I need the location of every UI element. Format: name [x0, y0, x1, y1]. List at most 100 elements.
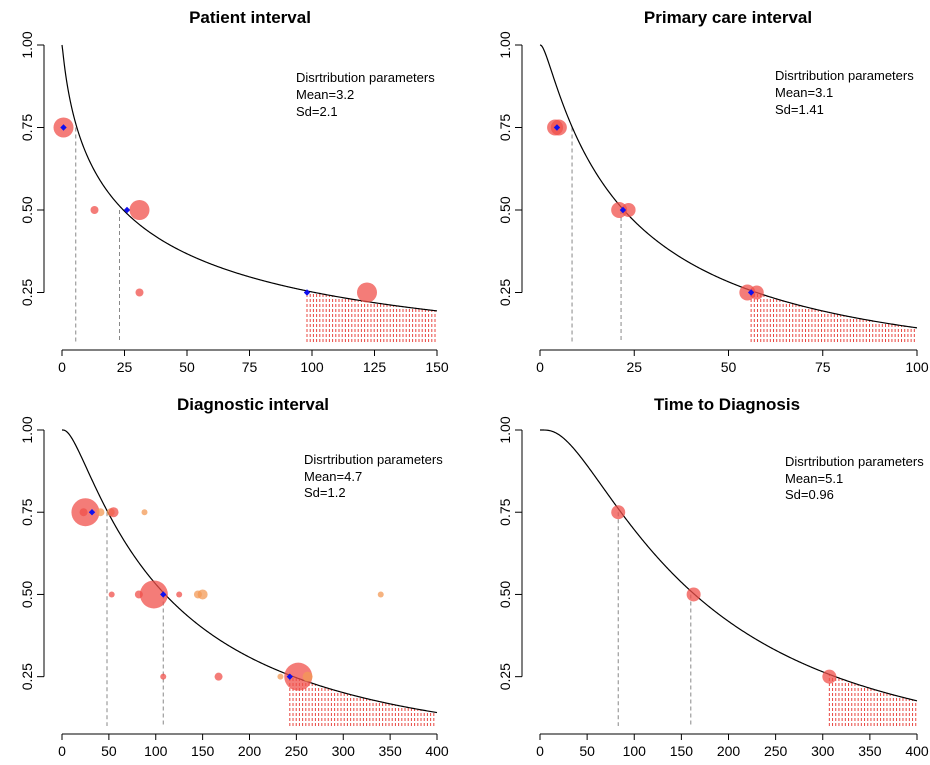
quantile-marker	[286, 673, 294, 680]
panel-title: Patient interval	[189, 8, 311, 27]
data-point	[621, 203, 636, 217]
y-tick-label: 1.00	[497, 31, 513, 58]
quantile-marker	[60, 124, 67, 131]
data-point	[357, 282, 377, 303]
y-tick-label: 0.50	[497, 196, 513, 223]
data-point	[139, 580, 168, 609]
annotation-heading: Disrtribution parameters	[304, 452, 443, 467]
survival-curve	[61, 44, 438, 312]
annotation-heading: Disrtribution parameters	[785, 454, 924, 469]
y-tick-label: 0.75	[19, 498, 35, 525]
y-tick-label: 1.00	[19, 416, 35, 443]
y-tick-label: 0.25	[497, 663, 513, 690]
x-tick-label: 50	[579, 743, 595, 759]
y-tick-label: 0.75	[19, 114, 35, 141]
annotation-heading: Disrtribution parameters	[775, 68, 914, 83]
survival-curve	[61, 429, 438, 714]
x-tick-label: 75	[242, 359, 258, 375]
data-point	[90, 206, 99, 214]
data-point	[176, 591, 183, 598]
y-tick-label: 0.25	[19, 663, 35, 690]
data-point	[197, 589, 208, 600]
distribution-annotation: Disrtribution parameters Mean=3.1 Sd=1.4…	[775, 68, 914, 117]
y-tick-label: 0.25	[497, 279, 513, 306]
panel-title: Time to Diagnosis	[654, 395, 800, 414]
annotation-mean: Mean=3.1	[775, 85, 833, 100]
panel-primary-care-interval: Primary care interval Disrtribution para…	[497, 8, 929, 375]
panel-patient-interval: Patient interval Disrtribution parameter…	[19, 8, 449, 375]
distribution-annotation: Disrtribution parameters Mean=3.2 Sd=2.1	[296, 70, 435, 119]
x-tick-label: 100	[623, 743, 647, 759]
x-tick-label: 200	[717, 743, 741, 759]
x-tick-label: 50	[179, 359, 195, 375]
x-tick-label: 150	[425, 359, 449, 375]
x-tick-label: 150	[191, 743, 215, 759]
quantile-marker	[123, 206, 131, 214]
survival-curve	[539, 44, 918, 329]
x-tick-label: 250	[285, 743, 309, 759]
y-tick-label: 0.50	[19, 196, 35, 223]
x-tick-label: 400	[425, 743, 449, 759]
quantile-marker	[747, 289, 755, 296]
data-point	[686, 587, 701, 602]
annotation-mean: Mean=3.2	[296, 87, 354, 102]
data-point	[108, 591, 115, 598]
data-point	[96, 508, 105, 517]
data-point	[377, 591, 384, 598]
data-point	[79, 508, 88, 517]
panel-title: Diagnostic interval	[177, 395, 329, 414]
x-tick-label: 400	[905, 743, 929, 759]
data-point	[108, 507, 119, 518]
x-tick-label: 300	[811, 743, 835, 759]
y-tick-label: 0.25	[19, 279, 35, 306]
annotation-mean: Mean=5.1	[785, 471, 843, 486]
x-tick-label: 100	[144, 743, 168, 759]
data-point	[160, 673, 167, 680]
x-tick-label: 100	[905, 359, 929, 375]
data-point	[822, 669, 837, 684]
data-point	[277, 673, 284, 680]
x-tick-label: 0	[536, 743, 544, 759]
data-point	[284, 662, 313, 691]
x-tick-label: 200	[238, 743, 262, 759]
quantile-marker	[88, 509, 96, 516]
data-point	[141, 509, 148, 516]
annotation-heading: Disrtribution parameters	[296, 70, 435, 85]
annotation-sd: Sd=1.41	[775, 102, 824, 117]
survival-curve	[540, 429, 918, 702]
x-tick-label: 75	[815, 359, 831, 375]
x-tick-label: 0	[58, 359, 66, 375]
quantile-marker	[553, 124, 561, 131]
data-point	[749, 285, 764, 300]
distribution-annotation: Disrtribution parameters Mean=5.1 Sd=0.9…	[785, 454, 924, 502]
data-point	[135, 288, 144, 297]
panel-time-to-diagnosis: Time to Diagnosis Disrtribution paramete…	[497, 395, 929, 759]
y-tick-label: 1.00	[19, 31, 35, 58]
x-tick-label: 250	[764, 743, 788, 759]
x-tick-label: 150	[670, 743, 694, 759]
annotation-sd: Sd=2.1	[296, 104, 338, 119]
data-point	[129, 200, 150, 220]
x-tick-label: 100	[300, 359, 324, 375]
y-tick-label: 0.50	[497, 581, 513, 608]
x-tick-label: 350	[378, 743, 402, 759]
tail-hatching	[828, 674, 917, 726]
y-tick-label: 0.50	[19, 581, 35, 608]
panel-title: Primary care interval	[644, 8, 812, 27]
quantile-marker	[160, 591, 167, 598]
annotation-sd: Sd=0.96	[785, 487, 834, 502]
data-point	[214, 672, 223, 681]
y-tick-label: 0.75	[497, 114, 513, 141]
x-tick-label: 300	[332, 743, 356, 759]
x-tick-label: 350	[858, 743, 882, 759]
tail-hatching	[750, 290, 915, 342]
x-tick-label: 0	[58, 743, 66, 759]
annotation-sd: Sd=1.2	[304, 485, 346, 500]
data-point	[611, 505, 626, 520]
x-tick-label: 0	[536, 359, 544, 375]
x-tick-label: 25	[117, 359, 133, 375]
distribution-annotation: Disrtribution parameters Mean=4.7 Sd=1.2	[304, 452, 443, 500]
panel-diagnostic-interval: Diagnostic interval Disrtribution parame…	[19, 395, 449, 759]
x-tick-label: 50	[101, 743, 117, 759]
data-point	[302, 671, 313, 682]
